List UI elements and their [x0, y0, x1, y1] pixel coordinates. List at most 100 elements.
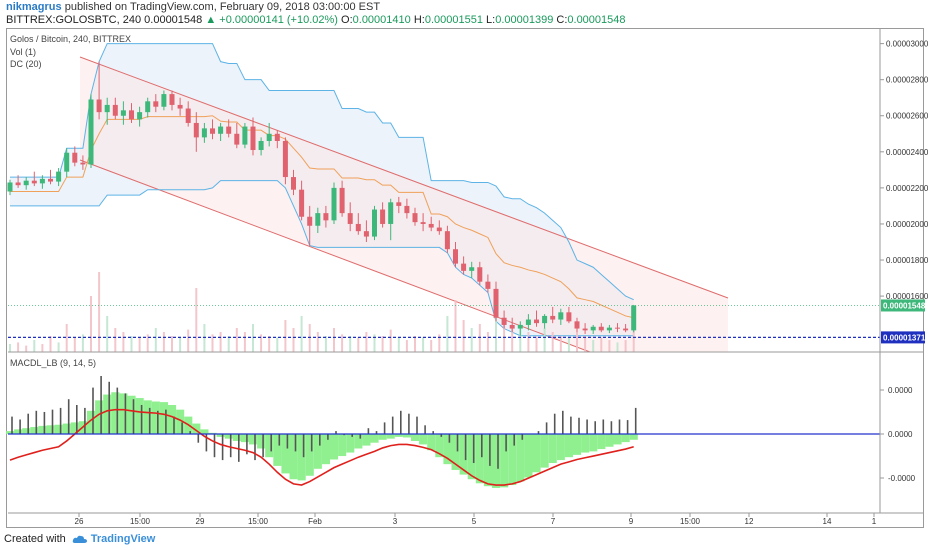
- candle-body: [323, 213, 329, 221]
- candle-body: [112, 104, 118, 116]
- candle-body: [355, 223, 361, 232]
- macd-hist-bar: [265, 434, 274, 458]
- candle-body: [550, 315, 556, 320]
- candle-body: [177, 104, 183, 109]
- price-label: 0.00001548: [883, 301, 926, 310]
- macd-hist-bar: [548, 434, 557, 463]
- low-label: L:: [486, 14, 496, 26]
- macd-legend: MACDL_LB (9, 14, 5): [10, 358, 96, 368]
- volume-bar: [276, 337, 279, 352]
- candle-body: [307, 216, 313, 226]
- macd-hist-bar: [500, 434, 509, 488]
- candle-body: [509, 324, 515, 329]
- macd-hist-bar: [378, 434, 387, 440]
- candle-body: [7, 182, 13, 192]
- macd-hist-bar: [605, 434, 614, 447]
- author-link[interactable]: nikmagrus: [6, 1, 62, 13]
- volume-bar: [81, 334, 84, 352]
- y-tick-label: 0.00001800: [886, 256, 929, 265]
- macd-hist-bar: [289, 434, 298, 480]
- candle-body: [444, 231, 450, 250]
- volume-bar: [446, 316, 449, 352]
- volume-bar: [624, 340, 627, 352]
- volume-bar: [349, 336, 352, 352]
- close-value: 0.00001548: [567, 14, 626, 26]
- macd-hist-bar: [581, 434, 590, 453]
- macd-hist-bar: [143, 400, 152, 434]
- volume-bar: [211, 334, 214, 352]
- volume-bar: [559, 336, 562, 352]
- volume-bar: [308, 324, 311, 352]
- macd-hist-bar: [54, 424, 63, 434]
- volume-bar: [235, 328, 238, 352]
- volume-bar: [503, 320, 506, 352]
- volume-bar: [422, 337, 425, 352]
- dc-upper-line: [10, 43, 634, 301]
- x-tick-label: 7: [551, 517, 556, 526]
- x-tick-label: 12: [745, 517, 754, 526]
- volume-bar: [114, 328, 117, 352]
- channel-upper-line: [79, 56, 729, 299]
- x-tick-label: 9: [629, 517, 634, 526]
- macd-hist-bar: [621, 434, 630, 443]
- chart-frame[interactable]: [6, 28, 924, 528]
- macd-hist-bar: [573, 434, 582, 455]
- x-tick-label: Feb: [308, 517, 322, 526]
- price-pane: [7, 43, 880, 353]
- candle-body: [453, 249, 458, 264]
- volume-bar: [341, 334, 344, 352]
- macd-hist-bar: [435, 434, 444, 458]
- y-tick-label: 0.00002800: [886, 76, 929, 85]
- candle-body: [339, 187, 345, 214]
- volume-bar: [316, 332, 319, 352]
- volume-bar: [122, 332, 125, 352]
- volume-bar: [33, 340, 36, 352]
- price-label-box: [881, 331, 925, 344]
- volume-bar: [478, 324, 481, 352]
- candle-body: [31, 180, 37, 184]
- volume-bar: [73, 337, 76, 352]
- candle-body: [291, 177, 296, 190]
- candle-body: [80, 162, 86, 165]
- macd-hist-bar: [224, 434, 233, 439]
- dc-basis-line: [10, 115, 634, 319]
- price-change: ▲ +0.00000141 (+10.02%): [205, 14, 338, 26]
- candle-body: [242, 126, 248, 145]
- candle-body: [396, 202, 402, 206]
- volume-bar: [495, 308, 497, 352]
- high-label: H:: [413, 14, 425, 26]
- candle-body: [210, 128, 215, 134]
- volume-bar: [171, 336, 173, 352]
- macd-hist-bar: [427, 434, 436, 451]
- volume-bar: [284, 320, 287, 352]
- volume-bar: [608, 340, 611, 352]
- x-tick-label: 29: [196, 517, 205, 526]
- volume-bar: [584, 336, 587, 352]
- dc-lower-line: [10, 180, 634, 337]
- axes: 0.00003000 0.00002800 0.00002600 0.00002400…: [8, 28, 929, 526]
- macd-hist-bar: [492, 434, 501, 488]
- candle-body: [558, 312, 564, 320]
- dc-legend: DC (20): [10, 59, 42, 69]
- y-tick-label: 0.00002600: [886, 112, 929, 121]
- candle-body: [606, 327, 612, 331]
- macd-hist-bar: [257, 434, 266, 449]
- candle-body: [534, 319, 539, 324]
- candle-body: [347, 213, 353, 224]
- volume-bar: [162, 332, 165, 352]
- macd-hist-bar: [95, 400, 104, 434]
- candle-body: [274, 133, 280, 141]
- macd-hist-bar: [119, 393, 128, 434]
- candle-body: [436, 227, 442, 232]
- candle-body: [501, 317, 507, 325]
- macd-hist-bar: [70, 422, 79, 434]
- volume-bar: [462, 320, 465, 352]
- volume-bar: [268, 336, 271, 352]
- tradingview-logo[interactable]: TradingView: [72, 533, 155, 545]
- vol-legend: Vol (1): [10, 47, 36, 57]
- x-tick-label: 1: [872, 517, 877, 526]
- volume-bar: [130, 336, 133, 352]
- volume-bar: [154, 328, 157, 352]
- macd-hist-bar: [192, 423, 201, 434]
